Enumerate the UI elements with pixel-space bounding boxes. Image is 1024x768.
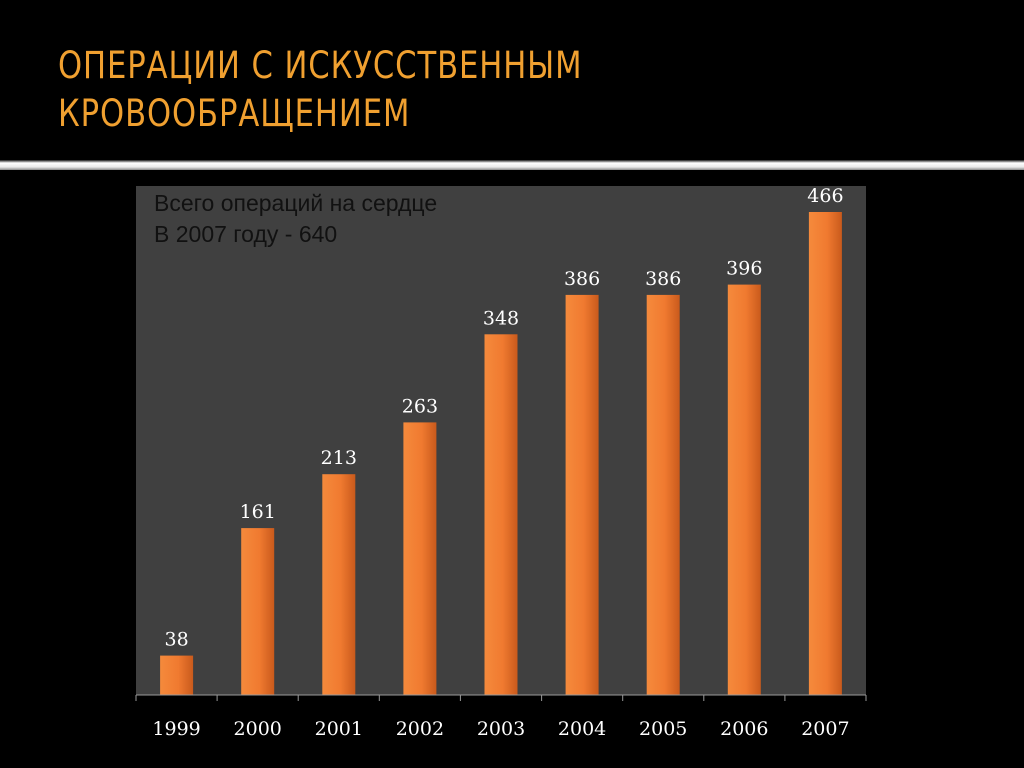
bars-group [160,212,842,695]
x-tick-label-2005: 2005 [639,718,687,740]
chart-annotation-line-1: Всего операций на сердце [154,190,438,216]
title-divider [0,160,1024,170]
data-label-2005: 386 [645,268,681,290]
data-label-2000: 161 [240,501,276,523]
chart: 38 161 213 263 348 386 386 396 466 1999 2000 2001 2… [120,170,886,768]
x-tick-label-2007: 2007 [801,718,849,740]
data-label-2007: 466 [807,185,843,207]
x-tick-label-2001: 2001 [315,718,363,740]
bar-2002 [403,422,437,695]
data-labels-group: 38 161 213 263 348 386 386 396 466 [165,185,844,651]
bar-chart-svg: 38 161 213 263 348 386 386 396 466 1999 2000 2001 2… [135,185,867,740]
x-tick-label-2003: 2003 [477,718,525,740]
x-axis-ticks-group: 1999 2000 2001 2002 2003 2004 2005 2006 2007 [135,694,867,740]
bar-2007 [808,212,842,695]
slide-title: ОПЕРАЦИИ С ИСКУССТВЕННЫМ КРОВООБРАЩЕНИЕМ [58,42,886,138]
bar-2001 [322,474,356,695]
chart-annotation-line-2: В 2007 году - 640 [154,221,338,247]
bar-2005 [646,294,680,695]
bar-2006 [727,284,761,695]
bar-2000 [241,528,275,695]
bar-2004 [565,294,599,695]
x-tick-label-1999: 1999 [152,718,200,740]
x-tick-label-2006: 2006 [720,718,768,740]
data-label-2001: 213 [321,447,357,469]
data-label-2003: 348 [483,307,519,329]
chart-annotation: Всего операций на сердце В 2007 году - 6… [154,188,437,250]
bar-2003 [484,334,518,695]
data-label-2004: 386 [564,268,600,290]
bar-1999 [160,655,194,695]
x-tick-label-2004: 2004 [558,718,606,740]
data-label-1999: 38 [165,629,189,651]
data-label-2002: 263 [402,395,438,417]
x-tick-label-2000: 2000 [234,718,282,740]
slide-title-line-2: КРОВООБРАЩЕНИЕМ [58,92,411,135]
x-tick-label-2002: 2002 [396,718,444,740]
data-label-2006: 396 [726,258,762,280]
slide-title-line-1: ОПЕРАЦИИ С ИСКУССТВЕННЫМ [58,44,583,87]
